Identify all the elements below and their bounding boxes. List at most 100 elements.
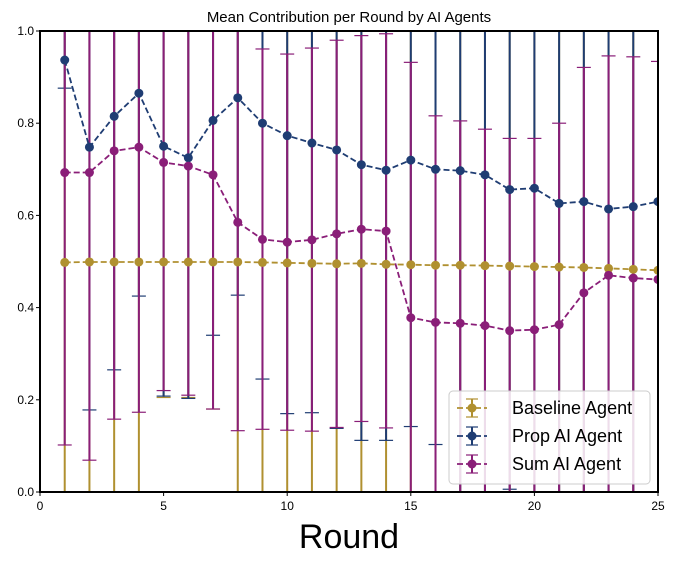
data-point: [356, 224, 366, 234]
data-point: [159, 157, 169, 167]
y-tick-label: 0.8: [17, 116, 34, 130]
data-point: [257, 257, 267, 267]
legend-label: Sum AI Agent: [512, 454, 621, 474]
data-point: [134, 88, 144, 98]
legend-marker: [467, 431, 477, 441]
series-line-1: [60, 55, 658, 214]
data-point: [431, 164, 441, 174]
data-point: [579, 197, 589, 207]
data-point: [282, 258, 292, 268]
data-point: [60, 168, 70, 178]
legend-marker: [467, 459, 477, 469]
data-point: [604, 204, 614, 214]
data-point: [159, 141, 169, 151]
x-axis: 0 5 10 15 20 25: [37, 492, 665, 513]
data-point: [332, 259, 342, 269]
data-point: [406, 260, 416, 270]
data-point: [653, 197, 658, 207]
y-axis: 0.0 0.2 0.4 0.6 0.8 1.0: [17, 24, 40, 499]
data-point: [109, 146, 119, 156]
legend-label: Prop AI Agent: [512, 426, 622, 446]
data-point: [604, 263, 614, 273]
x-tick-label: 15: [404, 499, 418, 513]
data-point: [307, 138, 317, 148]
legend-entry: Prop AI Agent: [457, 426, 622, 446]
data-point: [208, 115, 218, 125]
data-point: [84, 257, 94, 267]
data-point: [554, 262, 564, 272]
data-point: [183, 257, 193, 267]
legend: Baseline Agent Prop AI Agent Sum AI Agent: [448, 390, 651, 485]
data-point: [381, 259, 391, 269]
series-line-0: [60, 257, 658, 275]
data-point: [406, 155, 416, 165]
x-tick-label: 0: [37, 499, 44, 513]
y-tick-label: 0.6: [17, 208, 34, 222]
legend-entry: Baseline Agent: [457, 398, 632, 418]
data-point: [604, 270, 614, 280]
data-point: [257, 118, 267, 128]
data-point: [109, 111, 119, 121]
data-point: [60, 257, 70, 267]
data-point: [505, 261, 515, 271]
data-point: [653, 274, 658, 284]
data-point: [455, 166, 465, 176]
x-tick-label: 20: [528, 499, 542, 513]
data-point: [159, 257, 169, 267]
data-point: [406, 313, 416, 323]
data-point: [480, 321, 490, 331]
data-point: [233, 257, 243, 267]
data-point: [109, 257, 119, 267]
x-axis-label: Round: [299, 518, 399, 556]
data-point: [529, 183, 539, 193]
x-tick-label: 5: [160, 499, 167, 513]
data-point: [183, 153, 193, 163]
data-point: [134, 142, 144, 152]
legend-box: [448, 390, 651, 485]
data-point: [455, 318, 465, 328]
data-point: [628, 202, 638, 212]
data-point: [356, 160, 366, 170]
data-point: [307, 258, 317, 268]
data-point: [579, 262, 589, 272]
data-point: [84, 168, 94, 178]
y-tick-label: 0.0: [17, 485, 34, 499]
data-point: [529, 262, 539, 272]
series-line-2: [60, 142, 658, 336]
legend-marker: [467, 403, 477, 413]
data-point: [529, 325, 539, 335]
data-point: [134, 257, 144, 267]
plot-frame: [39, 30, 659, 493]
x-tick-label: 25: [651, 499, 665, 513]
data-point: [84, 142, 94, 152]
data-point: [505, 326, 515, 336]
data-point: [381, 226, 391, 236]
data-point: [307, 235, 317, 245]
y-tick-label: 0.4: [17, 301, 34, 315]
data-point: [233, 93, 243, 103]
data-point: [505, 185, 515, 195]
data-point: [480, 170, 490, 180]
data-point: [554, 198, 564, 208]
data-point: [579, 288, 589, 298]
data-point: [455, 260, 465, 270]
data-point: [332, 145, 342, 155]
x-tick-label: 10: [281, 499, 295, 513]
data-point: [431, 260, 441, 270]
legend-label: Baseline Agent: [512, 398, 632, 418]
data-point: [653, 265, 658, 275]
data-point: [628, 264, 638, 274]
data-point: [554, 320, 564, 330]
data-point: [431, 317, 441, 327]
data-point: [208, 170, 218, 180]
legend-entry: Sum AI Agent: [457, 454, 621, 474]
y-tick-label: 1.0: [17, 24, 34, 38]
data-point: [282, 131, 292, 141]
data-point: [356, 258, 366, 268]
chart-title: Mean Contribution per Round by AI Agents: [207, 9, 491, 26]
y-tick-label: 0.2: [17, 393, 34, 407]
data-point: [183, 161, 193, 171]
data-point: [282, 237, 292, 247]
